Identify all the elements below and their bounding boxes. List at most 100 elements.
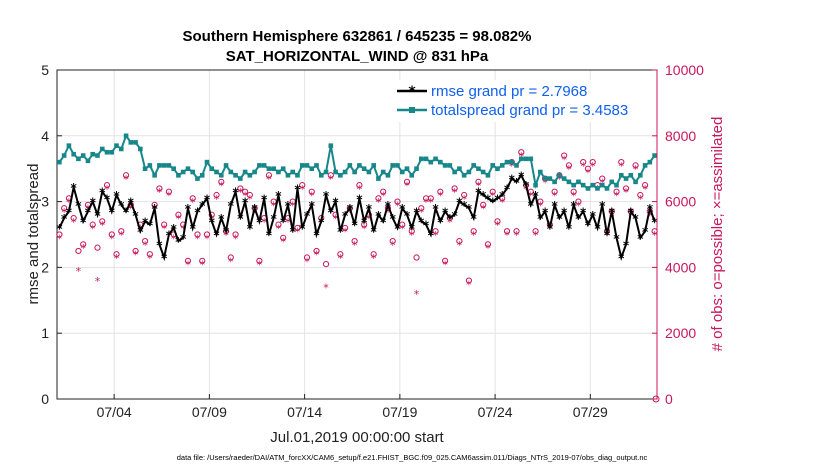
totalspread-point	[418, 156, 424, 162]
possible-obs-point	[189, 195, 196, 202]
totalspread-series	[57, 133, 657, 191]
totalspread-point	[614, 182, 619, 188]
rmse-point: *	[161, 252, 168, 266]
rmse-point: *	[66, 205, 73, 219]
rmse-point: *	[190, 222, 197, 236]
totalspread-point	[95, 153, 100, 158]
assimilated-obs-point: *	[95, 275, 101, 288]
possible-obs-point	[403, 178, 411, 185]
rmse-point: *	[413, 205, 420, 219]
totalspread-point	[161, 163, 167, 168]
rmse-point: *	[499, 189, 506, 203]
totalspread-point	[599, 182, 605, 188]
totalspread-point	[628, 172, 634, 178]
possible-obs-point	[622, 185, 630, 192]
right-tick-label: 4000	[665, 259, 696, 275]
rmse-point: *	[580, 205, 587, 219]
assimilated-obs-point: *	[580, 160, 586, 173]
rmse-point: *	[180, 232, 187, 246]
totalspread-point	[109, 149, 115, 155]
possible-obs-point	[275, 221, 282, 228]
rmse-point: *	[461, 199, 468, 213]
assimilated-obs-point: *	[266, 173, 272, 186]
rmse-point: *	[90, 196, 97, 210]
totalspread-point	[128, 140, 134, 145]
rmse-point: *	[399, 202, 406, 216]
assimilated-obs-point: *	[290, 199, 296, 212]
totalspread-point	[461, 172, 467, 178]
totalspread-point	[395, 163, 400, 168]
assimilated-obs-point: *	[119, 229, 125, 242]
possible-obs-point	[394, 198, 401, 205]
totalspread-point	[652, 153, 657, 158]
totalspread-point	[538, 169, 543, 175]
data-file-footer: data file: /Users/raeder/DAI/ATM_forcXX/…	[177, 453, 648, 462]
possible-obs-point	[484, 241, 492, 248]
rmse-point: *	[166, 229, 173, 243]
totalspread-point	[338, 172, 343, 178]
assimilated-obs-point: *	[638, 193, 644, 206]
possible-obs-point	[299, 182, 306, 189]
rmse-point: *	[318, 215, 325, 229]
assimilated-obs-point: *	[571, 190, 577, 203]
totalspread-point	[409, 172, 415, 178]
assimilated-obs-point: *	[99, 219, 105, 232]
assimilated-obs-point: *	[299, 183, 305, 196]
totalspread-point	[504, 159, 510, 165]
left-tick-label: 2	[41, 259, 49, 275]
totalspread-point	[261, 163, 267, 168]
possible-obs-point	[337, 251, 344, 258]
possible-obs-point	[308, 188, 315, 195]
possible-obs-point	[584, 165, 592, 172]
totalspread-point	[299, 163, 305, 168]
possible-obs-point	[161, 221, 168, 228]
rmse-point: *	[523, 179, 530, 193]
totalspread-point	[328, 143, 334, 148]
assimilated-obs-point: *	[61, 206, 67, 219]
totalspread-point	[242, 169, 248, 175]
assimilated-obs-point: *	[361, 222, 367, 235]
totalspread-point	[485, 172, 491, 178]
totalspread-point	[214, 169, 219, 175]
rmse-point: *	[437, 215, 444, 229]
assimilated-obs-point: *	[452, 186, 458, 199]
assimilated-obs-point: *	[190, 196, 196, 209]
possible-obs-point	[494, 218, 501, 225]
totalspread-point	[423, 156, 429, 162]
assimilated-obs-point: *	[242, 190, 248, 203]
rmse-point: *	[109, 205, 116, 219]
totalspread-point	[457, 166, 462, 171]
assimilated-obs-point: *	[276, 222, 282, 235]
rmse-point: *	[651, 215, 658, 229]
totalspread-point	[247, 172, 253, 178]
assimilated-obs-point: *	[538, 199, 544, 212]
rmse-point: *	[571, 199, 578, 213]
rmse-point: *	[642, 225, 649, 239]
possible-obs-point	[375, 195, 382, 202]
possible-obs-point	[256, 257, 263, 264]
assimilated-obs-point: *	[442, 259, 448, 272]
totalspread-point	[280, 166, 286, 171]
totalspread-point	[138, 146, 143, 152]
totalspread-point	[204, 159, 210, 165]
possible-obs-point	[232, 231, 239, 238]
totalspread-point	[585, 186, 591, 191]
possible-obs-point	[589, 159, 596, 166]
rmse-point: *	[618, 252, 625, 266]
assimilated-obs-point: *	[71, 216, 77, 229]
possible-obs-point	[165, 188, 173, 195]
rmse-point: *	[637, 232, 644, 246]
assimilated-obs-point: *	[499, 196, 505, 209]
rmse-point: *	[313, 229, 320, 243]
totalspread-point	[185, 166, 191, 171]
possible-obs-point	[227, 254, 234, 261]
assimilated-obs-point: *	[180, 222, 186, 235]
possible-obs-point	[203, 231, 211, 238]
possible-obs-point	[356, 182, 363, 189]
totalspread-point	[90, 151, 96, 157]
possible-obs-point	[461, 191, 468, 199]
rmse-point: *	[632, 212, 639, 226]
rmse-series: ****************************************…	[56, 169, 658, 265]
assimilated-obs-point: *	[304, 255, 310, 268]
